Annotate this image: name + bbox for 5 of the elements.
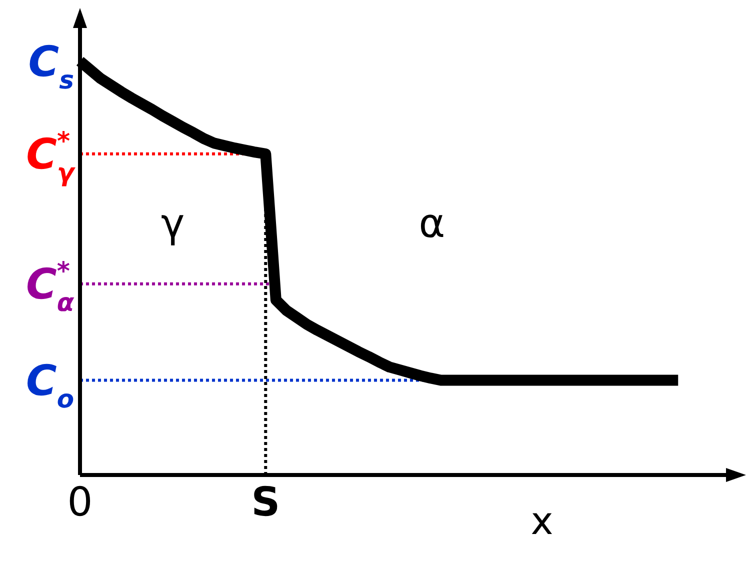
x-tick-label: S [251,479,280,526]
annotation: α [418,201,446,248]
annotation: γ [160,201,185,248]
x-axis-title: x [530,498,554,543]
x-tick-label: 0 [67,479,93,526]
